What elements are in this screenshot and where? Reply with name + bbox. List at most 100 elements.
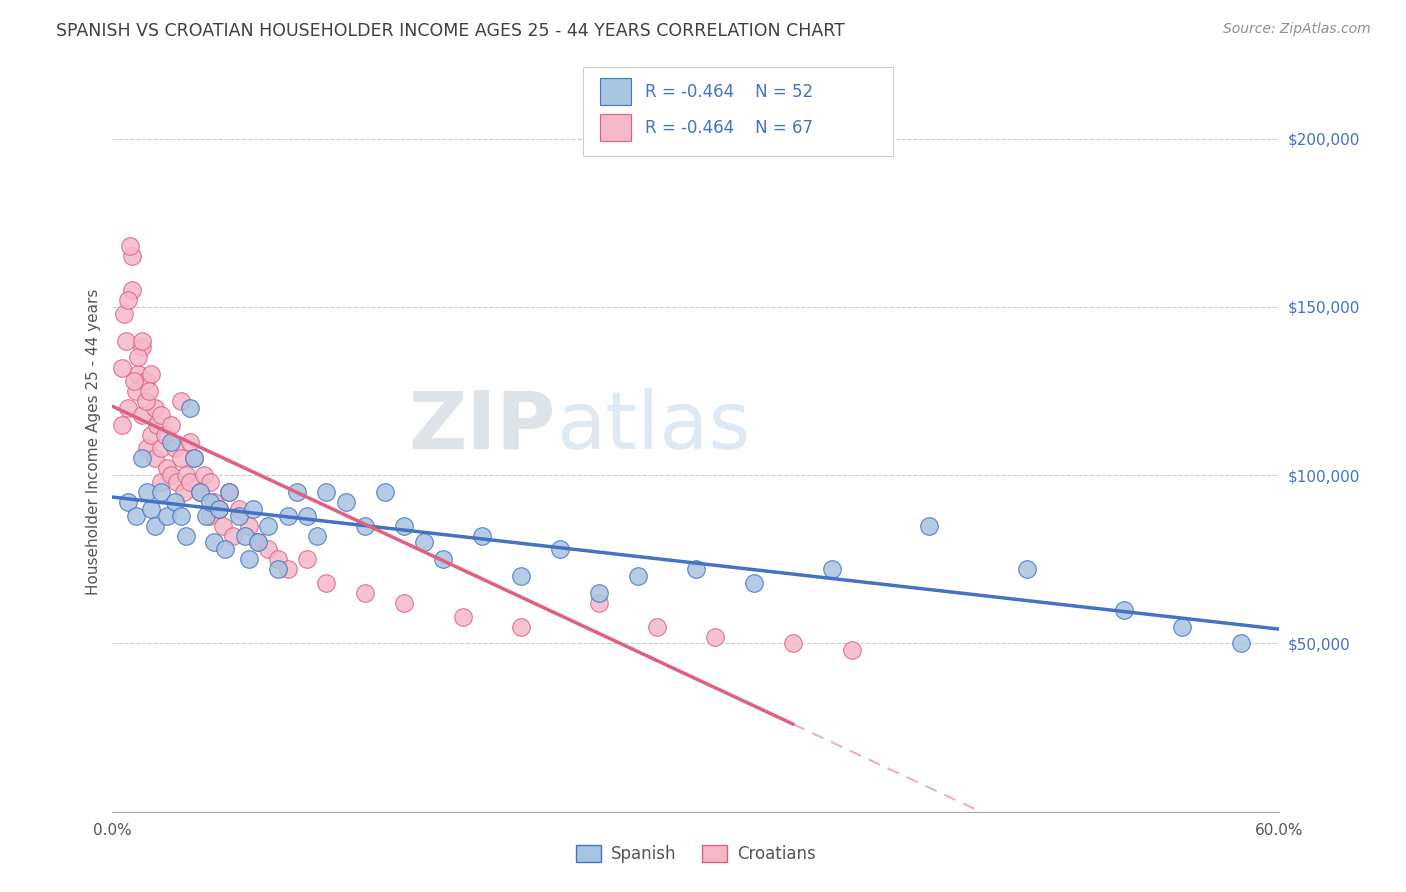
Text: SPANISH VS CROATIAN HOUSEHOLDER INCOME AGES 25 - 44 YEARS CORRELATION CHART: SPANISH VS CROATIAN HOUSEHOLDER INCOME A… bbox=[56, 22, 845, 40]
Point bbox=[194, 508, 217, 523]
Point bbox=[166, 475, 188, 489]
Point bbox=[156, 461, 179, 475]
Point bbox=[267, 552, 290, 566]
Point bbox=[354, 586, 377, 600]
Point bbox=[131, 408, 153, 422]
Point bbox=[218, 485, 240, 500]
Point bbox=[131, 334, 153, 348]
Point bbox=[548, 542, 571, 557]
Point bbox=[228, 508, 250, 523]
Point bbox=[242, 501, 264, 516]
Point bbox=[117, 495, 139, 509]
Point bbox=[150, 442, 173, 456]
Point bbox=[141, 501, 163, 516]
Point bbox=[247, 535, 270, 549]
Point bbox=[214, 542, 236, 557]
Point bbox=[160, 468, 183, 483]
Point bbox=[111, 417, 134, 432]
Point bbox=[1229, 636, 1251, 650]
Point bbox=[198, 508, 221, 523]
Point bbox=[183, 451, 205, 466]
Point bbox=[138, 384, 160, 398]
Point bbox=[374, 485, 396, 500]
Point bbox=[305, 529, 328, 543]
Point bbox=[188, 485, 211, 500]
Point bbox=[627, 569, 650, 583]
Point bbox=[121, 283, 143, 297]
Point bbox=[118, 239, 141, 253]
Point bbox=[588, 586, 610, 600]
Point bbox=[918, 518, 941, 533]
Text: atlas: atlas bbox=[555, 388, 751, 466]
Text: Source: ZipAtlas.com: Source: ZipAtlas.com bbox=[1223, 22, 1371, 37]
Point bbox=[208, 501, 231, 516]
Point bbox=[782, 636, 804, 650]
Point bbox=[143, 401, 166, 415]
Point bbox=[198, 475, 221, 489]
Point bbox=[222, 529, 245, 543]
Point bbox=[238, 518, 260, 533]
Point bbox=[1015, 562, 1038, 576]
Point bbox=[354, 518, 377, 533]
Point bbox=[125, 508, 148, 523]
Point bbox=[136, 485, 159, 500]
Point bbox=[471, 529, 494, 543]
Point bbox=[111, 360, 134, 375]
Point bbox=[150, 408, 173, 422]
Point bbox=[153, 427, 176, 442]
Point bbox=[127, 351, 149, 365]
Point bbox=[228, 501, 250, 516]
Point bbox=[121, 250, 143, 264]
Point bbox=[156, 508, 179, 523]
Point bbox=[173, 485, 195, 500]
Point bbox=[183, 451, 205, 466]
Point bbox=[233, 529, 256, 543]
Point bbox=[143, 518, 166, 533]
Point bbox=[135, 374, 157, 388]
Point bbox=[276, 508, 298, 523]
Point bbox=[163, 495, 186, 509]
Text: ZIP: ZIP bbox=[409, 388, 555, 466]
Point bbox=[176, 529, 198, 543]
Point bbox=[135, 394, 157, 409]
Point bbox=[176, 468, 198, 483]
Point bbox=[150, 475, 173, 489]
Point bbox=[208, 501, 231, 516]
Text: R = -0.464    N = 67: R = -0.464 N = 67 bbox=[645, 119, 813, 136]
Legend: Spanish, Croatians: Spanish, Croatians bbox=[569, 838, 823, 870]
Point bbox=[276, 562, 298, 576]
Y-axis label: Householder Income Ages 25 - 44 years: Householder Income Ages 25 - 44 years bbox=[86, 288, 101, 595]
Point bbox=[394, 518, 416, 533]
Point bbox=[169, 451, 191, 466]
Point bbox=[169, 508, 191, 523]
Point bbox=[841, 643, 863, 657]
Point bbox=[218, 485, 240, 500]
Point bbox=[645, 619, 668, 633]
Point bbox=[685, 562, 707, 576]
Point bbox=[150, 485, 173, 500]
Point bbox=[821, 562, 844, 576]
Point bbox=[257, 542, 280, 557]
Point bbox=[1171, 619, 1194, 633]
Point bbox=[202, 535, 225, 549]
Point bbox=[163, 442, 186, 456]
Point bbox=[136, 442, 159, 456]
Point bbox=[432, 552, 454, 566]
Point bbox=[131, 340, 153, 354]
Point bbox=[451, 609, 474, 624]
Point bbox=[295, 508, 318, 523]
Point bbox=[179, 434, 201, 449]
Point bbox=[125, 384, 148, 398]
Point bbox=[335, 495, 357, 509]
Point bbox=[394, 596, 416, 610]
Point bbox=[112, 307, 135, 321]
Point bbox=[295, 552, 318, 566]
Point bbox=[160, 434, 183, 449]
Point bbox=[257, 518, 280, 533]
Point bbox=[198, 495, 221, 509]
Point bbox=[160, 417, 183, 432]
Point bbox=[117, 293, 139, 308]
Point bbox=[238, 552, 260, 566]
Point bbox=[212, 518, 235, 533]
Point bbox=[509, 619, 531, 633]
